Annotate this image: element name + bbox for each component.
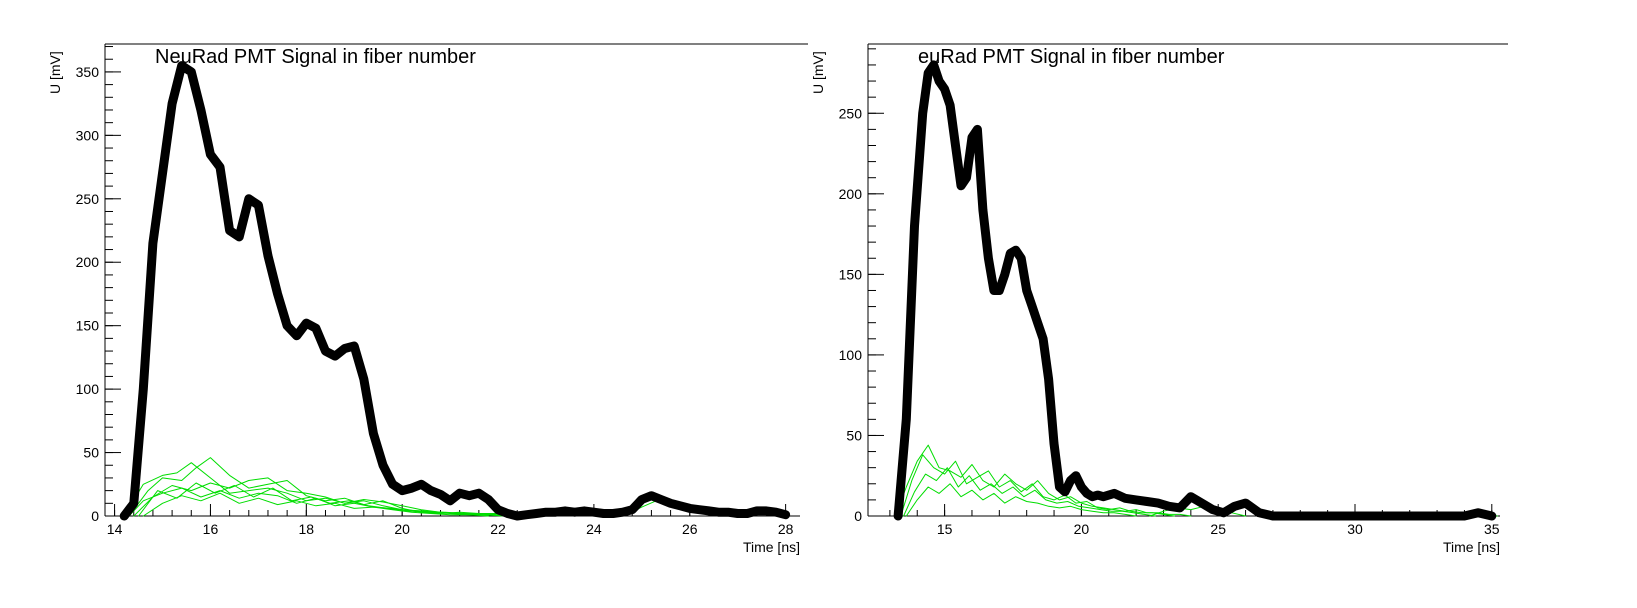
x-tick-label: 26: [682, 521, 698, 537]
fiber-signal-line: [903, 467, 1156, 517]
chart-title: NeuRad PMT Signal in fiber number: [155, 46, 476, 68]
x-axis-label: Time [ns]: [1443, 539, 1500, 555]
x-tick-label: 25: [1210, 521, 1226, 537]
x-tick-label: 28: [778, 521, 794, 537]
x-tick-label: 22: [490, 521, 506, 537]
x-tick-label: 35: [1484, 521, 1500, 537]
chart-panel-right: 15 20 25 30 35 0 50 100 150 200 250 euRad PMT Signa…: [810, 43, 1508, 555]
y-axis-label: U [mV]: [810, 51, 826, 94]
y-axis-label: U [mV]: [47, 51, 63, 94]
fiber-signal-line: [894, 444, 1192, 517]
fiber-signal-line: [905, 483, 1137, 517]
x-tick-label: 14: [107, 521, 123, 537]
x-tick-label: 20: [394, 521, 410, 537]
x-tick-label: 16: [203, 521, 219, 537]
x-tick-label: 20: [1074, 521, 1090, 537]
chart-title: euRad PMT Signal in fiber number: [918, 46, 1225, 68]
y-tick-label: 200: [839, 186, 863, 202]
x-tick-label: 18: [299, 521, 315, 537]
x-tick-label: 24: [586, 521, 602, 537]
sum-signal-line: [893, 60, 1497, 521]
y-tick-label: 300: [76, 127, 100, 143]
y-tick-label: 100: [839, 347, 863, 363]
fiber-signal-line: [128, 457, 557, 517]
y-tick-label: 100: [76, 381, 100, 397]
y-tick-label: 150: [839, 266, 863, 282]
x-axis-label: Time [ns]: [743, 539, 800, 555]
y-tick-label: 0: [91, 508, 99, 524]
y-tick-label: 200: [76, 254, 100, 270]
x-tick-label: 30: [1347, 521, 1363, 537]
x-tick-label: 15: [937, 521, 953, 537]
y-tick-label: 350: [76, 64, 100, 80]
chart-panel-left: 14 16 18 20 22 24 26 28 0 50 100 150 200 250 300 350 Neu…: [47, 43, 808, 555]
y-tick-label: 50: [83, 445, 99, 461]
y-tick-label: 250: [839, 105, 863, 121]
fiber-signal-line: [138, 482, 504, 517]
y-tick-label: 250: [76, 191, 100, 207]
y-tick-label: 0: [854, 508, 862, 524]
fiber-signal-line: [900, 454, 1175, 517]
fiber-signal-line: [142, 492, 489, 517]
y-tick-label: 150: [76, 318, 100, 334]
sum-signal-line: [119, 61, 791, 521]
y-tick-label: 50: [846, 427, 862, 443]
